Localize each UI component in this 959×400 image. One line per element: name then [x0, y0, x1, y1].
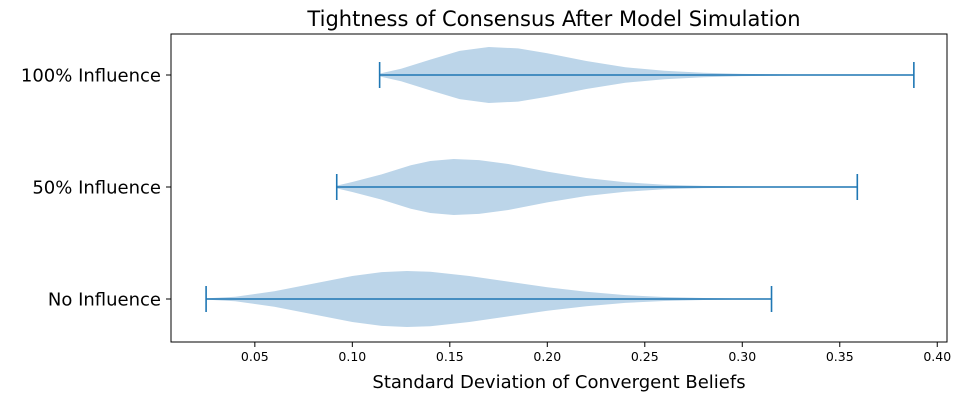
x-tick-label-3: 0.20 — [533, 349, 561, 364]
x-tick-label-7: 0.40 — [923, 349, 951, 364]
x-tick-label-4: 0.25 — [631, 349, 659, 364]
x-tick-label-1: 0.10 — [338, 349, 366, 364]
x-tick-label-0: 0.05 — [241, 349, 269, 364]
x-tick-label-6: 0.35 — [826, 349, 854, 364]
y-tick-label-50pct-influence: 50% Influence — [32, 178, 161, 199]
y-tick-label-100pct-influence: 100% Influence — [21, 66, 161, 87]
x-tick-label-5: 0.30 — [728, 349, 756, 364]
x-tick-label-2: 0.15 — [436, 349, 464, 364]
plot-frame — [170, 33, 948, 343]
x-axis-label: Standard Deviation of Convergent Beliefs — [372, 372, 745, 393]
chart-title: Tightness of Consensus After Model Simul… — [306, 7, 800, 31]
y-tick-label-no-influence: No Influence — [48, 290, 161, 311]
plot-area — [205, 47, 915, 327]
